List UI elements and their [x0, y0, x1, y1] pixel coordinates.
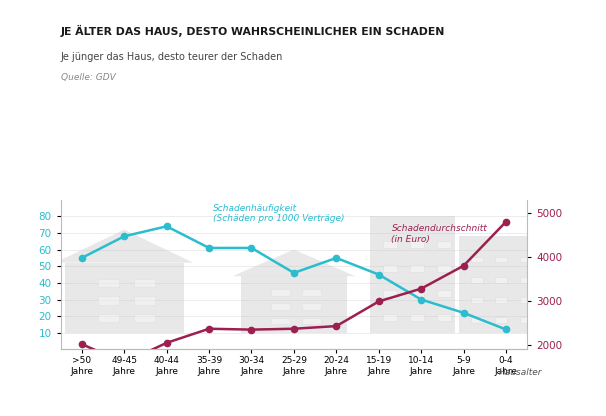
- Bar: [270, 317, 290, 324]
- Bar: [302, 303, 321, 310]
- Bar: [410, 290, 424, 297]
- Bar: [495, 297, 507, 303]
- Text: Hausalter: Hausalter: [499, 368, 542, 377]
- Bar: [302, 317, 321, 324]
- Bar: [383, 265, 396, 272]
- Bar: [270, 289, 290, 296]
- Bar: [383, 241, 396, 248]
- Bar: [438, 314, 451, 321]
- Text: JE ÄLTER DAS HAUS, DESTO WAHRSCHEINLICHER EIN SCHADEN: JE ÄLTER DAS HAUS, DESTO WAHRSCHEINLICHE…: [61, 25, 445, 37]
- Bar: [471, 257, 483, 262]
- Bar: [383, 290, 396, 297]
- Bar: [495, 317, 507, 323]
- Bar: [383, 314, 396, 321]
- Bar: [410, 314, 424, 321]
- Bar: [438, 290, 451, 297]
- Text: Schadenhäufigkeit
(Schäden pro 1000 Verträge): Schadenhäufigkeit (Schäden pro 1000 Vert…: [213, 203, 345, 223]
- Bar: [471, 297, 483, 303]
- Bar: [471, 277, 483, 282]
- Bar: [471, 317, 483, 323]
- Text: Schadendurchschnitt
(in Euro): Schadendurchschnitt (in Euro): [391, 224, 487, 244]
- Bar: [520, 277, 532, 282]
- Bar: [134, 314, 155, 322]
- Bar: [370, 216, 455, 333]
- Bar: [520, 257, 532, 262]
- Bar: [134, 279, 155, 287]
- Bar: [520, 297, 532, 303]
- Text: Quelle: GDV: Quelle: GDV: [61, 73, 115, 82]
- Polygon shape: [55, 230, 193, 262]
- Bar: [438, 241, 451, 248]
- Bar: [98, 314, 119, 322]
- Bar: [459, 236, 536, 333]
- Bar: [410, 241, 424, 248]
- Bar: [98, 279, 119, 287]
- Bar: [65, 262, 184, 333]
- Bar: [270, 303, 290, 310]
- Polygon shape: [233, 250, 355, 276]
- Bar: [520, 317, 532, 323]
- Bar: [241, 276, 347, 333]
- Bar: [98, 296, 119, 305]
- Bar: [410, 265, 424, 272]
- Bar: [302, 289, 321, 296]
- Bar: [134, 296, 155, 305]
- Bar: [438, 265, 451, 272]
- Text: Je jünger das Haus, desto teurer der Schaden: Je jünger das Haus, desto teurer der Sch…: [61, 52, 283, 62]
- Bar: [495, 277, 507, 282]
- Bar: [495, 257, 507, 262]
